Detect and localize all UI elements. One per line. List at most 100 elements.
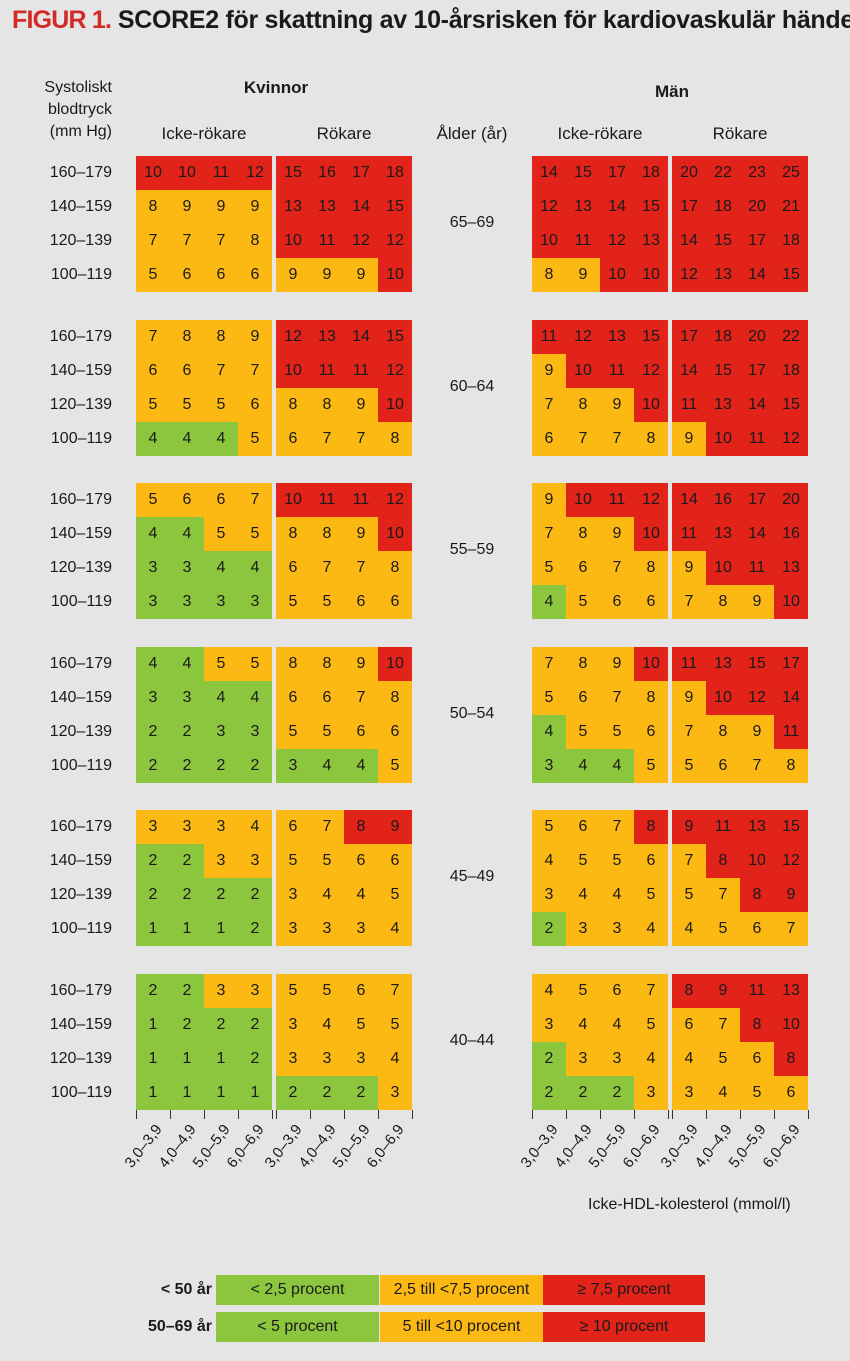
x-tick (706, 1110, 707, 1119)
risk-cell: 4 (170, 647, 204, 681)
x-tick (600, 1110, 601, 1119)
risk-cell: 8 (566, 517, 600, 551)
sbp-label-line-2: blodtryck (47, 101, 112, 118)
risk-cell: 17 (672, 320, 706, 354)
risk-cell: 17 (344, 156, 378, 190)
risk-cell: 7 (136, 224, 170, 258)
risk-cell: 6 (170, 483, 204, 517)
x-tick (238, 1110, 239, 1119)
risk-cell: 13 (706, 258, 740, 292)
risk-cell: 2 (238, 912, 272, 946)
risk-cell: 6 (634, 585, 668, 619)
x-tick (668, 1110, 669, 1119)
risk-cell: 3 (600, 1042, 634, 1076)
risk-cell: 13 (706, 517, 740, 551)
x-tick (344, 1110, 345, 1119)
risk-cell: 12 (344, 224, 378, 258)
risk-cell: 8 (566, 647, 600, 681)
risk-cell: 3 (238, 844, 272, 878)
risk-cell: 8 (634, 810, 668, 844)
risk-cell: 6 (672, 1008, 706, 1042)
age-band-label: 40–44 (449, 1032, 495, 1049)
x-tick (740, 1110, 741, 1119)
risk-cell: 11 (740, 551, 774, 585)
risk-cell: 4 (532, 844, 566, 878)
risk-cell: 8 (204, 320, 238, 354)
sbp-row-label: 140–159 (49, 525, 112, 542)
risk-cell: 13 (276, 190, 310, 224)
risk-cell: 5 (378, 749, 412, 783)
risk-cell: 10 (566, 354, 600, 388)
risk-cell: 2 (204, 1008, 238, 1042)
risk-cell: 1 (170, 1042, 204, 1076)
risk-cell: 2 (532, 912, 566, 946)
risk-cell: 7 (532, 388, 566, 422)
sbp-row-label: 140–159 (49, 1016, 112, 1033)
risk-cell: 11 (566, 224, 600, 258)
risk-cell: 6 (344, 585, 378, 619)
risk-cell: 7 (672, 585, 706, 619)
risk-cell: 5 (740, 1076, 774, 1110)
men-nonsmoker-header: Icke-rökare (557, 124, 643, 143)
risk-cell: 11 (672, 647, 706, 681)
risk-cell: 9 (532, 354, 566, 388)
sbp-row-label: 120–139 (49, 559, 112, 576)
risk-cell: 14 (740, 517, 774, 551)
risk-cell: 2 (238, 749, 272, 783)
risk-cell: 6 (204, 258, 238, 292)
risk-cell: 9 (344, 517, 378, 551)
risk-cell: 1 (204, 1076, 238, 1110)
x-tick (204, 1110, 205, 1119)
risk-cell: 14 (740, 258, 774, 292)
risk-cell: 15 (706, 224, 740, 258)
risk-cell: 6 (634, 844, 668, 878)
risk-cell: 5 (310, 585, 344, 619)
x-tick (310, 1110, 311, 1119)
risk-cell: 11 (600, 483, 634, 517)
risk-cell: 11 (706, 810, 740, 844)
risk-cell: 17 (740, 224, 774, 258)
risk-cell: 17 (672, 190, 706, 224)
men-smoker-header: Rökare (712, 124, 768, 143)
risk-cell: 10 (566, 483, 600, 517)
risk-cell: 15 (706, 354, 740, 388)
risk-cell: 2 (276, 1076, 310, 1110)
risk-cell: 4 (136, 647, 170, 681)
risk-cell: 7 (238, 354, 272, 388)
x-tick (276, 1110, 277, 1119)
risk-cell: 7 (310, 810, 344, 844)
risk-cell: 3 (204, 974, 238, 1008)
risk-cell: 16 (706, 483, 740, 517)
risk-cell: 3 (238, 715, 272, 749)
risk-cell: 13 (740, 810, 774, 844)
risk-cell: 12 (774, 844, 808, 878)
risk-cell: 4 (170, 422, 204, 456)
risk-cell: 8 (276, 647, 310, 681)
age-header: Ålder (år) (436, 124, 508, 143)
risk-cell: 8 (310, 388, 344, 422)
risk-cell: 20 (672, 156, 706, 190)
risk-cell: 5 (378, 878, 412, 912)
risk-cell: 17 (774, 647, 808, 681)
risk-cell: 7 (672, 844, 706, 878)
risk-cell: 7 (532, 647, 566, 681)
risk-cell: 5 (600, 715, 634, 749)
risk-cell: 8 (634, 681, 668, 715)
risk-cell: 2 (136, 878, 170, 912)
risk-cell: 4 (378, 1042, 412, 1076)
risk-cell: 20 (774, 483, 808, 517)
risk-cell: 10 (136, 156, 170, 190)
risk-cell: 6 (740, 1042, 774, 1076)
risk-cell: 2 (136, 844, 170, 878)
risk-cell: 12 (634, 483, 668, 517)
sbp-label-line-3: (mm Hg) (49, 123, 112, 140)
risk-cell: 13 (706, 647, 740, 681)
risk-cell: 7 (532, 517, 566, 551)
risk-cell: 4 (238, 551, 272, 585)
age-band-label: 65–69 (449, 214, 495, 231)
risk-cell: 13 (310, 320, 344, 354)
risk-cell: 8 (310, 647, 344, 681)
risk-cell: 5 (170, 388, 204, 422)
risk-cell: 6 (276, 551, 310, 585)
risk-cell: 9 (310, 258, 344, 292)
